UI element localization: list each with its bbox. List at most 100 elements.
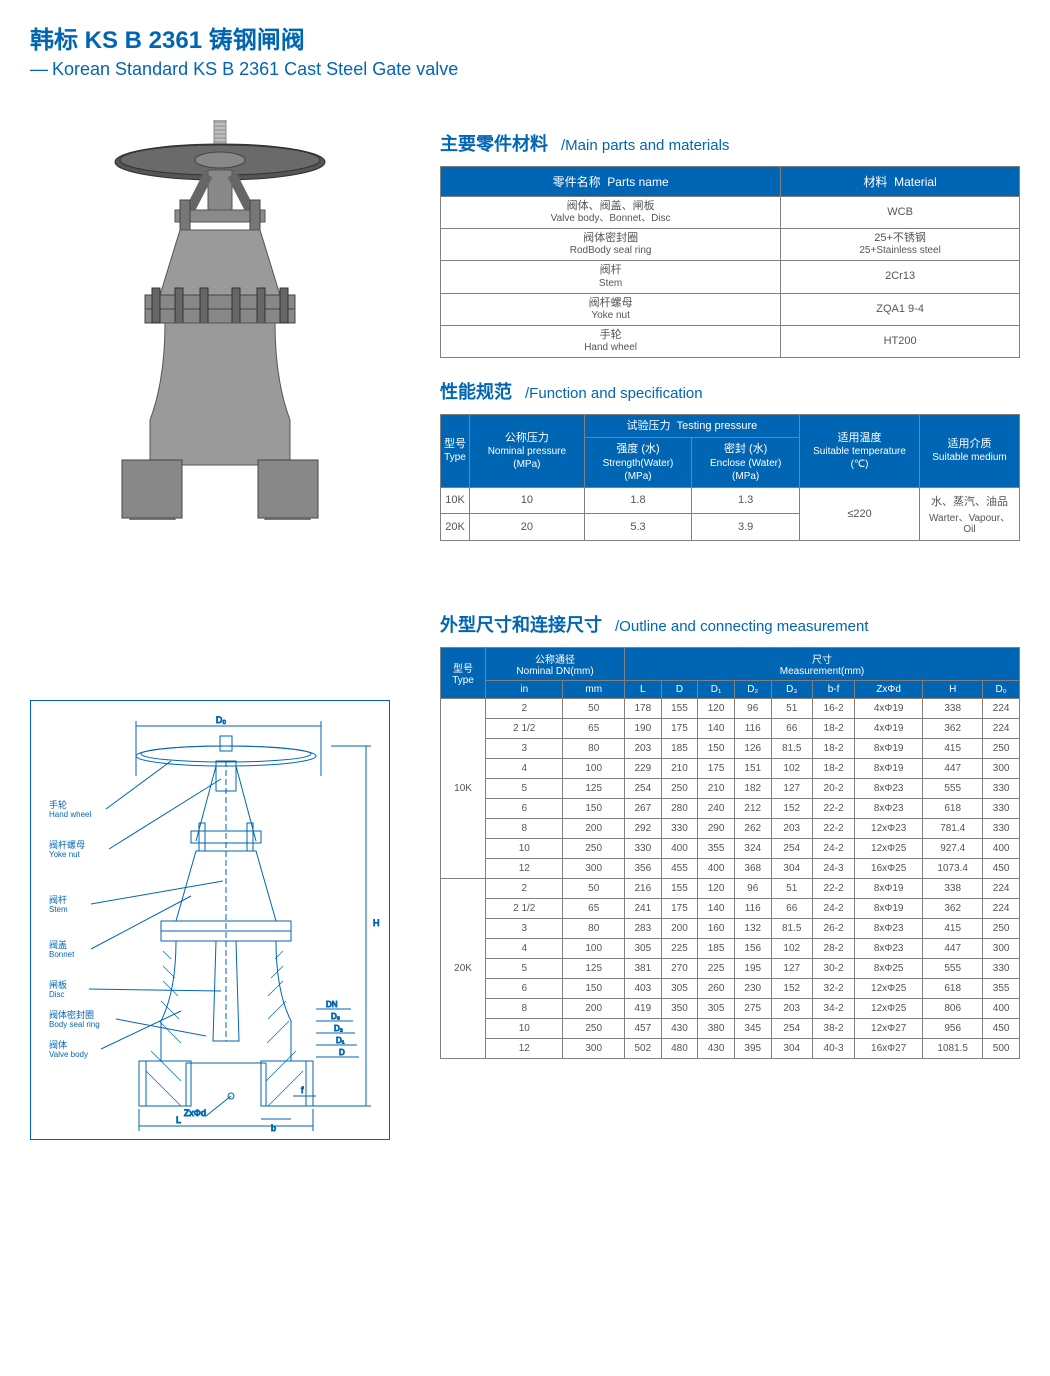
table-row: 1230050248043039530440-316xΦ271081.5500 [441, 1038, 1020, 1058]
dim-cell: 152 [771, 798, 812, 818]
dim-cell: 152 [771, 978, 812, 998]
dim-cell: 806 [923, 998, 983, 1018]
table-row: 阀体密封圈RodBody seal ring25+不锈钢25+Stainless… [441, 229, 1020, 261]
dim-cell: 250 [983, 918, 1020, 938]
dim-cell: 324 [734, 838, 771, 858]
dimensions-table: 型号Type 公称通径Nominal DN(mm) 尺寸Measurement(… [440, 647, 1020, 1059]
spec-h-type: 型号Type [441, 414, 470, 487]
dim-cell: 781.4 [923, 818, 983, 838]
dim-l: L [176, 1115, 181, 1125]
dim-cell: 400 [983, 998, 1020, 1018]
valve-photo-svg [80, 120, 360, 520]
dim-cell: 380 [698, 1018, 735, 1038]
dim-cell: 300 [983, 758, 1020, 778]
dim-cell: 4 [486, 758, 563, 778]
parts-material-cell: WCB [781, 197, 1020, 229]
dim-cell: 8xΦ23 [855, 778, 923, 798]
table-row: 512525425021018212720-28xΦ23555330 [441, 778, 1020, 798]
dim-cell: 455 [661, 858, 698, 878]
table-row: 2 1/2651901751401166618-24xΦ19362224 [441, 718, 1020, 738]
dim-cell: 81.5 [771, 738, 812, 758]
dim-cell: 447 [923, 758, 983, 778]
parts-col-material: 材料 Material [781, 167, 1020, 197]
dim-cell: 225 [698, 958, 735, 978]
dim-cell: 203 [771, 818, 812, 838]
dim-cell: 38-2 [812, 1018, 854, 1038]
spec-cell: 3.9 [692, 514, 800, 541]
dim-cell: 24-3 [812, 858, 854, 878]
dim-cell: 185 [698, 938, 735, 958]
dim-col-header: ZxΦd [855, 680, 923, 698]
dim-cell: 305 [661, 978, 698, 998]
dim-cell: 34-2 [812, 998, 854, 1018]
dim-cell: 304 [771, 1038, 812, 1058]
dim-cell: 300 [563, 858, 625, 878]
spec-cell: 20 [469, 514, 584, 541]
spec-h-nom: 公称压力Nominal pressure (MPa) [469, 414, 584, 487]
dim-cell: 6 [486, 978, 563, 998]
spec-medium-cell: 水、蒸汽、油品Warter、Vapour、Oil [920, 487, 1020, 540]
dim-cell: 225 [661, 938, 698, 958]
dim-cell: 185 [661, 738, 698, 758]
spec-h-med: 适用介质Suitable medium [920, 414, 1020, 487]
dim-cell: 4xΦ19 [855, 718, 923, 738]
dim-cell: 150 [563, 978, 625, 998]
dim-cell: 250 [983, 738, 1020, 758]
dim-cell: 203 [625, 738, 662, 758]
table-row: 10K101.81.3≤220水、蒸汽、油品Warter、Vapour、Oil [441, 487, 1020, 514]
dim-cell: 102 [771, 758, 812, 778]
dim-cell: 155 [661, 878, 698, 898]
dim-cell: 10 [486, 838, 563, 858]
dim-cell: 22-2 [812, 818, 854, 838]
dim-cell: 4 [486, 938, 563, 958]
table-row: 615040330526023015232-212xΦ25618355 [441, 978, 1020, 998]
dim-cell: 338 [923, 878, 983, 898]
dim-cell: 338 [923, 698, 983, 718]
table-row: 阀杆Stem2Cr13 [441, 261, 1020, 293]
dim-cell: 292 [625, 818, 662, 838]
dim-col-header: in [486, 680, 563, 698]
spec-title-cn: 性能规范 [440, 382, 512, 402]
dim-cell: 12xΦ23 [855, 818, 923, 838]
table-row: 阀体、阀盖、闸板Valve body、Bonnet、DiscWCB [441, 197, 1020, 229]
spec-table: 型号Type 公称压力Nominal pressure (MPa) 试验压力 T… [440, 414, 1020, 541]
dim-cell: 24-2 [812, 838, 854, 858]
dim-cell: 5 [486, 958, 563, 978]
dim-col-header: D₂ [734, 680, 771, 698]
dim-cell: 290 [698, 818, 735, 838]
dim-cell: 16xΦ25 [855, 858, 923, 878]
dim-cell: 8xΦ23 [855, 918, 923, 938]
dim-cell: 203 [771, 998, 812, 1018]
dim-cell: 300 [563, 1038, 625, 1058]
dim-cell: 224 [983, 698, 1020, 718]
dim-cell: 32-2 [812, 978, 854, 998]
dim-cell: 262 [734, 818, 771, 838]
dim-cell: 2 [486, 698, 563, 718]
dim-cell: 175 [661, 718, 698, 738]
parts-col-name: 零件名称 Parts name [441, 167, 781, 197]
parts-material-cell: 2Cr13 [781, 261, 1020, 293]
dim-cell: 140 [698, 898, 735, 918]
dim-cell: 430 [661, 1018, 698, 1038]
dim-h: H [373, 918, 380, 928]
dim-cell: 419 [625, 998, 662, 1018]
spec-h-temp: 适用温度Suitable temperature (℃) [800, 414, 920, 487]
dim-cell: 12xΦ27 [855, 1018, 923, 1038]
dim-cell: 96 [734, 698, 771, 718]
diagram-label: 阀体密封圈Body seal ring [49, 1011, 100, 1030]
section-title-spec: 性能规范 /Function and specification [440, 378, 1020, 404]
dim-cell: 10 [486, 1018, 563, 1038]
table-row: 10K250178155120965116-24xΦ19338224 [441, 698, 1020, 718]
dim-cell: 140 [698, 718, 735, 738]
dim-cell: 280 [661, 798, 698, 818]
dim-cell: 283 [625, 918, 662, 938]
dim-cell: 415 [923, 738, 983, 758]
diagram-svg: D₀ H [31, 701, 391, 1141]
spec-temp-cell: ≤220 [800, 487, 920, 540]
table-row: 20K250216155120965122-28xΦ19338224 [441, 878, 1020, 898]
dim-cell: 50 [563, 698, 625, 718]
dim-cell: 22-2 [812, 798, 854, 818]
dim-cell: 12 [486, 858, 563, 878]
dim-cell: 156 [734, 938, 771, 958]
dim-cell: 618 [923, 798, 983, 818]
